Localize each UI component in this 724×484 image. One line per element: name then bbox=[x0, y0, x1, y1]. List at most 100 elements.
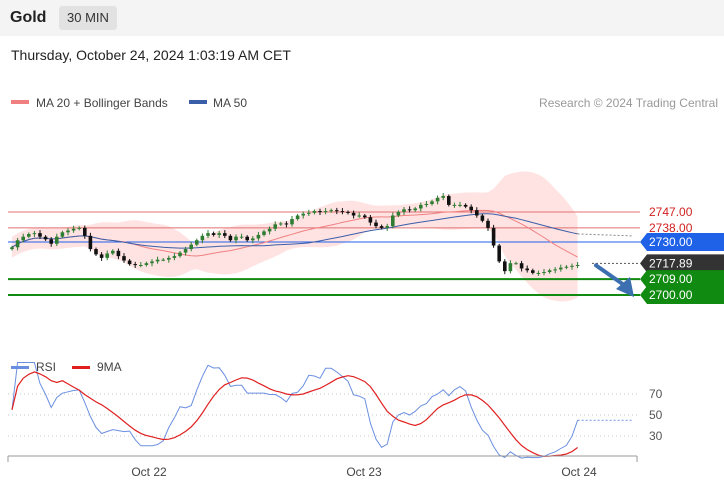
candle-body bbox=[234, 236, 238, 241]
candle-body bbox=[531, 270, 535, 273]
candle-body bbox=[564, 266, 569, 268]
forecast-arrow-shaft bbox=[594, 263, 626, 287]
rsi9ma-legend-swatch bbox=[72, 366, 90, 369]
candle-body bbox=[503, 261, 507, 272]
candle-body bbox=[38, 233, 42, 237]
ma20-legend-label: MA 20 + Bollinger Bands bbox=[36, 96, 168, 110]
candle-body bbox=[357, 215, 361, 217]
candle-body bbox=[363, 215, 367, 218]
candle-body bbox=[346, 211, 350, 213]
rsi9ma-legend-label: 9MA bbox=[97, 360, 122, 374]
candle-body bbox=[351, 212, 356, 216]
candle-body bbox=[150, 261, 154, 264]
candle-body bbox=[284, 223, 289, 225]
instrument-title: Gold bbox=[10, 9, 47, 26]
forecast-arrow-head bbox=[616, 277, 634, 297]
candle-body bbox=[189, 244, 193, 250]
x-tick-label-2: Oct 24 bbox=[561, 465, 597, 479]
level-label-2709.00-tag bbox=[640, 270, 724, 289]
chart-header bbox=[0, 0, 724, 36]
candle-body bbox=[430, 201, 434, 205]
candle-body bbox=[542, 272, 546, 274]
candle-body bbox=[122, 256, 126, 261]
candle-body bbox=[211, 233, 216, 235]
level-label-2738.00: 2738.00 bbox=[649, 221, 693, 235]
ma50-line bbox=[11, 213, 578, 249]
candle-body bbox=[21, 236, 25, 241]
level-label-2717.89-tag bbox=[640, 254, 724, 273]
rsi-legend-swatch bbox=[11, 366, 29, 369]
candle-body bbox=[256, 234, 261, 239]
candle-body bbox=[94, 249, 98, 255]
candle-body bbox=[172, 256, 177, 258]
candle-body bbox=[536, 272, 541, 274]
ma50-legend-label: MA 50 bbox=[213, 96, 247, 110]
candle-body bbox=[223, 233, 227, 236]
candle-body bbox=[239, 236, 244, 238]
candle-body bbox=[71, 228, 76, 231]
candle-body bbox=[195, 240, 199, 245]
candle-body bbox=[323, 211, 328, 213]
candle-body bbox=[396, 211, 401, 216]
candle-body bbox=[491, 227, 496, 246]
candle-body bbox=[133, 264, 137, 266]
candle-body bbox=[262, 231, 266, 235]
candle-body bbox=[374, 222, 378, 227]
candle-body bbox=[155, 259, 160, 262]
candle-body bbox=[307, 212, 311, 214]
candle-body bbox=[99, 254, 104, 258]
candle-body bbox=[83, 227, 87, 236]
candle-body bbox=[318, 211, 322, 213]
candle-body bbox=[525, 268, 529, 271]
rsi-ma-line bbox=[11, 371, 578, 457]
candle-body bbox=[391, 215, 395, 227]
level-label-2747.00: 2747.00 bbox=[649, 205, 693, 219]
candle-body bbox=[329, 210, 333, 212]
rsi-tick-70: 70 bbox=[649, 387, 663, 401]
candle-body bbox=[167, 257, 171, 260]
candle-body bbox=[570, 265, 574, 267]
candle-body bbox=[463, 204, 468, 207]
candle-body bbox=[55, 236, 59, 244]
level-label-2717.89: 2717.89 bbox=[649, 256, 693, 270]
candle-body bbox=[407, 209, 412, 211]
candle-body bbox=[452, 204, 457, 206]
candle-body bbox=[200, 235, 205, 241]
candle-body bbox=[144, 263, 149, 265]
candle-body bbox=[335, 210, 339, 212]
candle-body bbox=[217, 233, 221, 235]
bollinger-bands bbox=[12, 171, 578, 302]
ma50-legend-swatch bbox=[189, 100, 207, 104]
candle-body bbox=[340, 211, 345, 213]
candle-body bbox=[66, 230, 70, 233]
level-label-2709.00: 2709.00 bbox=[649, 272, 693, 286]
candle-body bbox=[514, 263, 518, 265]
ma20-legend-swatch bbox=[11, 100, 29, 104]
attribution: Research © 2024 Trading Central bbox=[539, 96, 718, 110]
candle-body bbox=[183, 249, 188, 253]
candle-body bbox=[105, 253, 109, 258]
candle-body bbox=[15, 240, 20, 248]
candle-body bbox=[295, 215, 300, 220]
candle-body bbox=[508, 263, 513, 272]
rsi-line bbox=[11, 362, 579, 459]
candle-body bbox=[161, 259, 165, 261]
candle-body bbox=[480, 215, 485, 221]
level-label-2700.00-tag bbox=[640, 286, 724, 304]
candle-body bbox=[559, 267, 563, 270]
candle-body bbox=[251, 238, 255, 241]
candle-body bbox=[469, 206, 473, 211]
candle-body bbox=[424, 204, 429, 206]
candle-body bbox=[301, 213, 305, 216]
interval-button[interactable]: 30 MIN bbox=[59, 6, 117, 30]
candle-body bbox=[267, 228, 272, 232]
candle-body bbox=[290, 219, 294, 225]
candle-body bbox=[273, 224, 277, 229]
candle-body bbox=[178, 252, 182, 257]
candle-body bbox=[497, 245, 501, 262]
candle-body bbox=[368, 217, 373, 223]
candle-body bbox=[575, 264, 580, 266]
candle-body bbox=[547, 270, 552, 273]
candle-body bbox=[111, 250, 115, 254]
rsi-tick-50: 50 bbox=[649, 408, 663, 422]
